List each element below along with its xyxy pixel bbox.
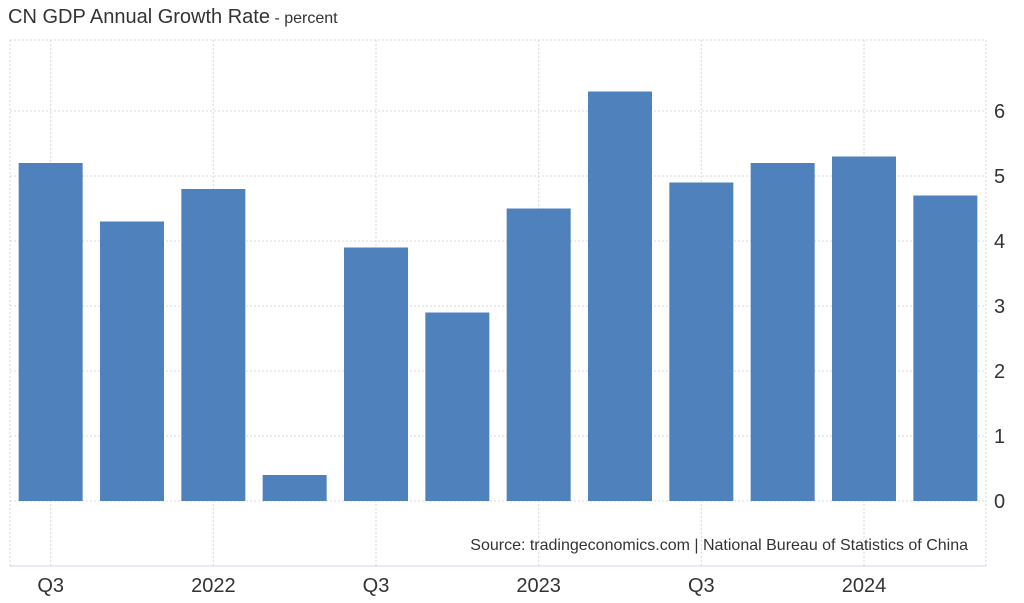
x-tick-label: Q3 [37, 575, 64, 597]
bar[interactable] [100, 221, 164, 502]
bar[interactable] [588, 91, 652, 502]
bar[interactable] [750, 163, 815, 501]
y-tick-label: 6 [994, 101, 1005, 123]
bar[interactable] [669, 182, 734, 502]
y-tick-label: 2 [994, 361, 1005, 383]
y-tick-label: 4 [994, 231, 1005, 253]
bar[interactable] [425, 312, 490, 502]
y-tick-label: 5 [994, 166, 1005, 188]
bar[interactable] [913, 195, 978, 502]
chart-subtitle: - percent [274, 10, 338, 27]
x-tick-label: Q3 [688, 575, 715, 597]
chart-title-block: CN GDP Annual Growth Rate - percent [8, 6, 338, 29]
x-tick-label: 2022 [191, 575, 236, 597]
bar[interactable] [506, 208, 571, 502]
x-tick-label: Q3 [363, 575, 390, 597]
bar[interactable] [832, 156, 896, 502]
bar[interactable] [262, 475, 327, 501]
chart-title: CN GDP Annual Growth Rate [8, 6, 270, 28]
bar-series [18, 91, 978, 502]
y-tick-label: 3 [994, 296, 1005, 318]
x-tick-label: 2024 [842, 575, 887, 597]
y-tick-label: 0 [994, 491, 1005, 513]
x-tick-label: 2023 [516, 575, 561, 597]
bar[interactable] [344, 247, 408, 502]
axes: Q3 2022 Q3 2023 Q3 2024 0 1 2 3 4 5 6 [10, 101, 1005, 597]
bar[interactable] [181, 189, 246, 501]
bar[interactable] [18, 163, 83, 501]
grid-lines [9, 39, 987, 566]
y-tick-label: 1 [994, 426, 1005, 448]
source-note: Source: tradingeconomics.com | National … [470, 537, 968, 554]
